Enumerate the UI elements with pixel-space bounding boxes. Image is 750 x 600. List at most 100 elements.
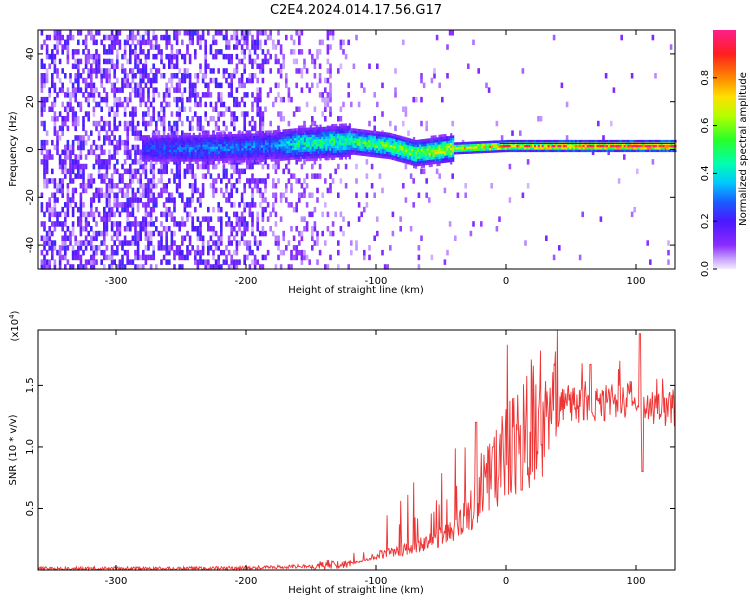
spectrogram-cell <box>168 226 171 232</box>
spectrogram-cell <box>364 136 367 140</box>
spectrogram-cell <box>342 133 346 136</box>
spectrogram-cell <box>149 211 153 218</box>
spectrogram-cell <box>401 152 404 156</box>
spectrogram-cell <box>279 73 283 79</box>
spectrogram-cell <box>373 116 376 122</box>
spectrogram-cell <box>235 259 239 265</box>
spectrogram-cell <box>126 135 129 141</box>
spectrogram-cell <box>300 87 304 93</box>
spectrogram-cell <box>255 159 258 163</box>
spectrogram-cell <box>69 96 72 103</box>
spectrogram-cell <box>110 58 114 65</box>
spectrogram-cell <box>352 152 355 155</box>
spectrogram-cell <box>422 160 425 164</box>
spectrogram-cell <box>469 144 472 147</box>
spectrogram-cell <box>160 120 163 127</box>
spectrogram-cell <box>425 120 428 127</box>
spectrogram-cell <box>103 73 106 79</box>
spectrogram-cell <box>337 249 340 256</box>
spectrogram-cell <box>71 49 75 55</box>
spectrogram-cell <box>549 144 552 148</box>
spectrogram-cell <box>444 150 447 154</box>
spectrogram-cell <box>331 126 334 130</box>
spectrogram-cell <box>147 156 151 160</box>
spectrogram-cell <box>77 68 80 74</box>
spectrogram-cell <box>422 148 425 152</box>
spectrogram-cell <box>103 249 106 256</box>
spectrogram-cell <box>230 254 233 261</box>
spectrogram-cell <box>285 34 288 41</box>
spectrogram-cell <box>103 149 106 155</box>
spectrogram-cell <box>118 135 122 141</box>
spectrogram-cell <box>264 130 268 134</box>
spectrogram-cell <box>481 143 484 147</box>
spectrogram-cell <box>153 132 156 136</box>
spectrogram-cell <box>233 148 236 151</box>
spectrogram-cell <box>270 156 273 160</box>
spectrogram-cell <box>222 151 225 154</box>
spectrogram-cell <box>225 153 228 156</box>
spectrogram-cell <box>95 49 98 55</box>
spectrogram-cell <box>261 49 265 55</box>
spectrogram-cell <box>305 137 308 140</box>
spectrogram-cell <box>342 230 345 237</box>
spectrogram-cell <box>139 264 142 270</box>
spectrogram-cell <box>399 150 402 153</box>
spectrogram-cell <box>457 142 461 145</box>
spectrogram-cell <box>212 187 215 194</box>
spectrogram-cell <box>363 254 366 261</box>
spectrogram-cell <box>230 264 233 270</box>
spectrogram-cell <box>170 63 174 69</box>
spectrogram-cell <box>317 155 320 159</box>
spectrogram-cell <box>147 245 150 251</box>
spectrogram-cell <box>43 106 46 112</box>
spectrogram-cell <box>186 116 189 122</box>
spectrogram-cell <box>131 39 135 46</box>
spectrogram-cell <box>171 149 174 153</box>
spectrogram-cell <box>183 77 187 84</box>
spectrogram-cell <box>387 135 390 138</box>
spectrogram-cell <box>105 101 109 108</box>
spectrogram-cell <box>233 155 236 159</box>
spectrogram-cell <box>171 139 174 143</box>
spectrogram-cell <box>43 178 46 184</box>
spectrogram-cell <box>261 30 265 36</box>
spectrogram-cell <box>113 63 116 69</box>
spectrogram-cell <box>116 245 119 251</box>
spectrogram-cell <box>553 149 556 153</box>
spectrogram-cell <box>358 141 361 144</box>
spectrogram-cell <box>206 132 209 135</box>
spectrogram-cell <box>200 146 203 150</box>
spectrogram-cell <box>206 153 209 157</box>
spectrogram-cell <box>188 240 192 246</box>
spectrogram-cell <box>374 133 377 136</box>
spectrogram-cell <box>188 135 191 138</box>
spectrogram-cell <box>196 77 200 84</box>
spectrogram-cell <box>186 254 189 261</box>
spectrogram-cell <box>253 147 256 151</box>
spectrogram-cell <box>66 125 70 132</box>
spectrogram-cell <box>247 150 250 153</box>
spectrogram-cell <box>163 142 166 145</box>
spectrogram-cell <box>95 221 98 227</box>
spectrogram-cell <box>259 63 262 69</box>
spectrogram-cell <box>40 192 44 198</box>
spectrogram-cell <box>646 240 649 246</box>
spectrogram-cell <box>43 63 46 69</box>
spectrogram-cell <box>97 187 101 194</box>
spectrogram-cell <box>417 142 420 145</box>
spectrogram-cell <box>405 144 408 147</box>
spectrogram-cell <box>108 192 111 198</box>
spectrogram-cell <box>259 96 262 103</box>
spectrogram-cell <box>586 139 589 143</box>
spectrogram-cell <box>284 136 287 139</box>
spectrogram-cell <box>168 211 171 218</box>
spectrogram-cell <box>355 178 358 184</box>
spectrogram-cell <box>407 156 410 160</box>
spectrogram-cell <box>183 87 187 93</box>
spectrogram-cell <box>142 149 145 153</box>
spectrogram-cell <box>253 240 257 246</box>
spectrogram-cell <box>270 132 273 136</box>
spectrogram-cell <box>69 163 72 170</box>
spectrogram-cell <box>438 137 441 140</box>
